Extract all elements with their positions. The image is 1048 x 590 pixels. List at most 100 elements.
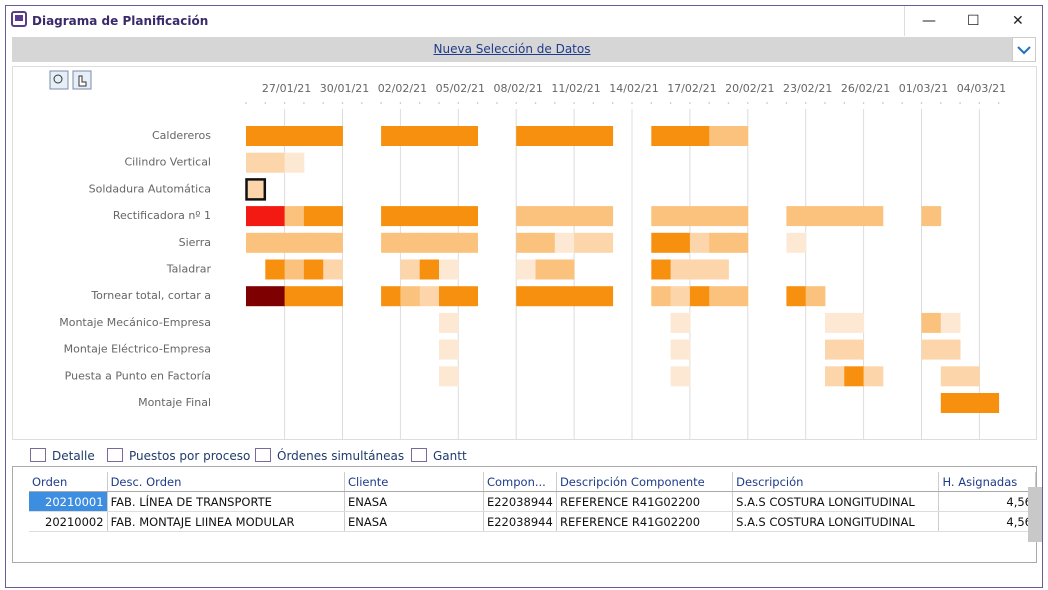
load-cell xyxy=(554,126,575,146)
row-label: Sierra xyxy=(179,236,211,249)
load-cell xyxy=(786,206,807,227)
load-cell xyxy=(439,312,459,333)
load-cell xyxy=(419,259,440,280)
load-cell xyxy=(670,312,691,333)
load-cell xyxy=(400,126,421,146)
date-label: 27/01/21 xyxy=(262,82,311,95)
day-tick xyxy=(650,102,653,104)
load-cell xyxy=(381,126,401,146)
day-tick xyxy=(785,102,788,104)
load-cell xyxy=(574,232,594,253)
day-tick xyxy=(418,102,421,104)
load-cell xyxy=(246,232,266,253)
load-cell xyxy=(689,126,710,146)
date-label: 05/02/21 xyxy=(436,82,485,95)
load-cell xyxy=(940,366,961,387)
load-cell xyxy=(670,286,691,307)
table-cell: 4,56 xyxy=(938,511,1036,532)
tab[interactable]: Puestos por proceso xyxy=(107,448,250,463)
chevron xyxy=(1017,46,1031,55)
load-cell xyxy=(689,206,710,227)
column-header[interactable]: Descripción Componente xyxy=(556,472,734,492)
day-tick xyxy=(940,102,942,104)
day-tick xyxy=(727,102,730,104)
column-header[interactable]: Descripción xyxy=(732,472,940,492)
expand-button[interactable] xyxy=(1012,37,1036,62)
load-cell xyxy=(651,286,671,307)
tab[interactable]: Órdenes simultáneas xyxy=(255,448,404,463)
row-label: Montaje Final xyxy=(138,396,211,409)
day-tick xyxy=(689,102,691,104)
tab[interactable]: Gantt xyxy=(411,448,467,463)
row-label: Cilindro Vertical xyxy=(125,156,212,169)
tab-label: Órdenes simultáneas xyxy=(277,449,405,463)
day-tick xyxy=(997,102,1000,104)
load-cell xyxy=(284,126,305,146)
load-cell xyxy=(844,312,864,333)
row-label: Soldadura Automática xyxy=(89,182,211,195)
load-cell xyxy=(593,232,614,253)
load-cell xyxy=(516,206,536,227)
load-cell xyxy=(303,259,324,280)
column-header[interactable]: Cliente xyxy=(344,472,484,492)
row-label: Taladrar xyxy=(166,263,212,276)
new-selection-bar[interactable]: Nueva Selección de Datos xyxy=(12,37,1012,62)
load-cell xyxy=(728,206,749,227)
window-frame xyxy=(5,5,1043,588)
load-cell xyxy=(574,286,594,307)
load-cell xyxy=(265,259,285,280)
load-cell xyxy=(265,126,285,146)
day-tick xyxy=(882,102,884,104)
load-cell xyxy=(381,206,401,227)
load-cell xyxy=(535,286,556,307)
load-cell xyxy=(303,126,324,146)
day-tick xyxy=(322,102,325,104)
new-selection-link[interactable]: Nueva Selección de Datos xyxy=(433,42,591,56)
tab-label: Puestos por proceso xyxy=(129,449,251,463)
day-tick xyxy=(245,102,247,104)
column-header[interactable]: H. Asignadas xyxy=(938,472,1036,492)
table-cell: E22038944 xyxy=(483,491,557,512)
minimize-button[interactable]: — xyxy=(922,13,936,29)
tab[interactable]: Detalle xyxy=(30,448,95,463)
table-cell: REFERENCE R41G02200 xyxy=(556,491,734,512)
zoom-button[interactable] xyxy=(49,70,69,90)
load-cell xyxy=(284,286,305,307)
load-cell xyxy=(439,232,459,253)
load-cell xyxy=(863,366,884,387)
column-header[interactable]: Compon... xyxy=(483,472,557,492)
scrollbar[interactable] xyxy=(1028,487,1042,542)
day-tick xyxy=(708,102,710,104)
table-row[interactable]: 20210001 FAB. LÍNEA DE TRANSPORTE ENASA E22… xyxy=(29,491,1036,512)
maximize-button[interactable]: ☐ xyxy=(967,13,980,29)
load-cell xyxy=(400,286,421,307)
load-cell xyxy=(535,259,556,280)
day-tick xyxy=(534,102,537,104)
load-cell xyxy=(554,286,575,307)
column-header[interactable]: Desc. Orden xyxy=(107,472,346,492)
date-label: 02/02/21 xyxy=(378,82,427,95)
table-row[interactable]: 20210002 FAB. MONTAJE LIINEA MODULAR ENASA… xyxy=(29,511,1036,532)
load-cell xyxy=(284,232,305,253)
load-cell xyxy=(439,366,459,387)
gantt-chart: 27/01/21 30/01/21 02/02/21 05/02/21 08/02/21… xyxy=(49,70,1006,439)
close-button[interactable]: ✕ xyxy=(1012,13,1024,29)
load-cell xyxy=(651,232,671,253)
day-tick xyxy=(438,102,440,104)
table-cell: 20210002 xyxy=(29,511,108,532)
table-cell: REFERENCE R41G02200 xyxy=(556,511,734,532)
load-cell xyxy=(825,339,845,360)
table-cell: E22038944 xyxy=(483,511,557,532)
load-cell xyxy=(670,339,691,360)
day-tick xyxy=(843,102,846,104)
column-header[interactable]: Orden xyxy=(29,472,108,492)
load-cell xyxy=(246,206,266,227)
load-cell xyxy=(265,206,285,227)
load-cell xyxy=(554,206,575,227)
load-cell xyxy=(265,286,285,307)
load-cell xyxy=(284,152,305,173)
day-tick xyxy=(399,102,402,104)
load-cell xyxy=(284,259,305,280)
table-cell: FAB. LÍNEA DE TRANSPORTE xyxy=(107,491,346,512)
load-cell xyxy=(400,259,421,280)
